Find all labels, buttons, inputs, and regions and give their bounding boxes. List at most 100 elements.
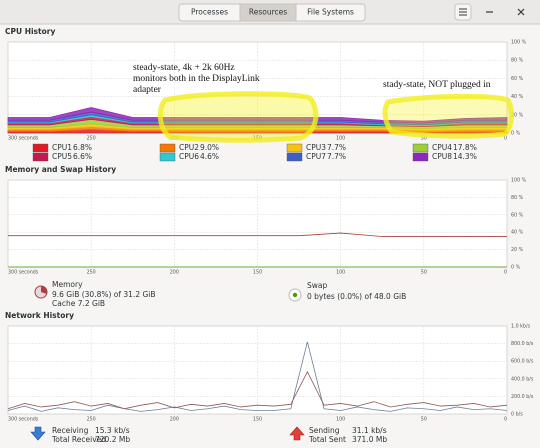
tab[interactable]: Processes	[191, 8, 228, 17]
y-tick-label: 600.0 b/s	[511, 359, 534, 365]
legend-value: 31.1 kb/s	[352, 426, 387, 435]
x-tick-label: 300 seconds	[8, 417, 39, 423]
y-tick-label: 100 %	[511, 178, 527, 184]
x-tick-label: 250	[87, 417, 96, 423]
x-tick-label: 300 seconds	[8, 270, 39, 276]
legend-label: CPU4	[432, 143, 452, 152]
memory-legend: Memory 9.6 GiB (30.8%) of 31.2 GiB Cache…	[34, 280, 406, 308]
tab[interactable]: File Systems	[307, 8, 354, 17]
legend-label: CPU8	[432, 152, 452, 161]
series-line	[7, 370, 508, 410]
highlight-scribble	[382, 93, 515, 139]
series-line	[8, 232, 507, 237]
receiving-icon	[30, 426, 46, 441]
legend-value: 6.6%	[73, 152, 92, 161]
tab-selected-bg	[240, 4, 296, 21]
y-tick-label: 20 %	[511, 112, 524, 118]
x-tick-label: 100	[336, 417, 345, 423]
sending-icon	[289, 426, 305, 441]
cpu-graph: 100 %80 %60 %40 %20 %0 %300 seconds 250 20…	[7, 40, 527, 142]
legend-label: Swap	[307, 281, 327, 290]
x-tick-label: 50	[421, 417, 427, 423]
legend-value: 7.7%	[327, 152, 346, 161]
y-tick-label: 0 %	[511, 131, 521, 137]
y-tick-label: 80 %	[511, 195, 524, 201]
y-tick-label: 40 %	[511, 230, 524, 236]
legend-label: Sending	[309, 426, 340, 435]
network-legend: Receiving 15.3 kb/s Total Received 720.2…	[30, 426, 387, 444]
legend-label: CPU1	[52, 143, 72, 152]
y-tick-label: 60 %	[511, 76, 524, 82]
annotation: stady-state, NOT plugged in	[383, 80, 491, 90]
legend-label: Receiving	[52, 426, 89, 435]
close-button[interactable]	[517, 8, 525, 16]
section-title: Network History	[5, 311, 74, 320]
legend-swatch	[412, 143, 429, 153]
x-tick-label: 250	[87, 270, 96, 276]
tab-bar: Processes Resources File Systems	[178, 3, 366, 22]
annotation: adapter	[133, 85, 162, 95]
y-tick-label: 400.0 b/s	[511, 376, 534, 382]
legend-swatch	[32, 152, 49, 162]
legend-swatch	[286, 152, 303, 162]
legend-label: Memory	[52, 280, 83, 289]
y-tick-label: 40 %	[511, 94, 524, 100]
swap-icon-dot	[292, 292, 298, 298]
menu-button[interactable]	[454, 3, 472, 21]
y-tick-label: 0 %	[511, 265, 521, 271]
legend-swatch	[159, 152, 176, 162]
x-tick-label: 0	[504, 270, 507, 276]
x-tick-label: 200	[170, 270, 179, 276]
section-title: Memory and Swap History	[5, 165, 116, 174]
y-tick-label: 20 %	[511, 247, 524, 253]
memory-graph: 100 % 80 % 60 % 40 % 20 % 0 % 300 seconds 250 20…	[7, 178, 527, 276]
highlight-scribble	[157, 91, 319, 143]
legend-label: CPU7	[306, 152, 326, 161]
x-tick-label: 50	[421, 136, 427, 142]
menu-icon[interactable]	[459, 8, 467, 16]
y-tick-label: 0 b/s	[511, 412, 523, 418]
legend-swatch	[159, 143, 176, 153]
x-tick-label: 0	[504, 417, 507, 423]
highlights	[157, 91, 515, 143]
legend-label: CPU6	[179, 152, 199, 161]
legend-value: 14.3%	[453, 152, 477, 161]
x-tick-label: 250	[87, 136, 96, 142]
y-tick-label: 60 %	[511, 212, 524, 218]
legend-label: Total Received	[51, 435, 106, 444]
y-tick-label: 200.0 b/s	[511, 394, 534, 400]
legend-value: 4.6%	[200, 152, 219, 161]
legend-label: CPU3	[306, 143, 326, 152]
x-tick-label: 150	[253, 417, 262, 423]
legend-value: 7.7%	[327, 143, 346, 152]
section-title: CPU History	[5, 27, 55, 36]
legend-value: 17.8%	[453, 143, 477, 152]
y-tick-label: 100 %	[511, 40, 527, 46]
y-tick-label: 1.0 kb/s	[511, 324, 531, 330]
legend-swatch	[32, 143, 49, 153]
legend-value: 720.2 Mb	[95, 435, 130, 444]
x-tick-label: 100	[336, 136, 345, 142]
x-tick-label: 50	[421, 270, 427, 276]
tab[interactable]: Resources	[249, 8, 287, 17]
annotation: monitors both in the DisplayLink	[133, 74, 260, 84]
cpu-legend: CPU1 6.8% CPU2 9.0% CPU3 7.7% CPU4 17.8% CPU5 6.6…	[32, 143, 477, 162]
y-tick-label: 800.0 b/s	[511, 341, 534, 347]
y-tick-label: 80 %	[511, 58, 524, 64]
legend-detail: 9.6 GiB (30.8%) of 31.2 GiB	[52, 290, 156, 299]
legend-value: 371.0 Mb	[352, 435, 387, 444]
network-graph: 1.0 kb/s 800.0 b/s 600.0 b/s 400.0 b/s 200.0…	[7, 324, 534, 423]
x-tick-label: 0	[504, 136, 507, 142]
memory-icon-wedge	[41, 285, 48, 294]
legend-value: 9.0%	[200, 143, 219, 152]
cpu-area	[7, 107, 508, 124]
legend-label: CPU5	[52, 152, 72, 161]
annotation: steady-state, 4k + 2k 60Hz	[133, 63, 235, 73]
legend-label: Total Sent	[308, 435, 346, 444]
x-tick-label: 200	[170, 417, 179, 423]
legend-detail: Cache 7.2 GiB	[52, 299, 105, 308]
x-tick-label: 300 seconds	[8, 136, 39, 142]
x-tick-label: 150	[253, 270, 262, 276]
